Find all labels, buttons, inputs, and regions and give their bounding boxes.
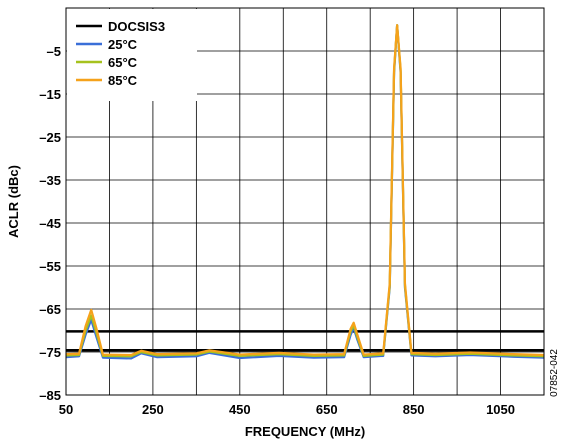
legend-label: DOCSIS3: [108, 19, 165, 34]
x-tick-labels: 50 250 450 650 850 1050: [59, 402, 515, 417]
y-tick-label: –55: [39, 259, 61, 274]
series-layer: [65, 24, 545, 360]
figure-id: 07852-042: [549, 349, 560, 397]
legend-label: 25°C: [108, 37, 138, 52]
x-axis-title: FREQUENCY (MHz): [245, 424, 365, 439]
y-tick-labels: –5 –15 –25 –35 –45 –55 –65 –75 –85: [39, 44, 61, 403]
y-tick-label: –85: [39, 388, 61, 403]
y-tick-label: –5: [47, 44, 61, 59]
y-tick-label: –75: [39, 345, 61, 360]
legend-background: [67, 9, 197, 101]
y-tick-label: –25: [39, 130, 61, 145]
series-line-85c: [65, 24, 545, 357]
y-tick-label: –15: [39, 87, 61, 102]
x-tick-label: 450: [229, 402, 251, 417]
x-tick-label: 850: [403, 402, 425, 417]
legend-label: 65°C: [108, 55, 138, 70]
plot-frame: [65, 7, 545, 396]
legend-label: 85°C: [108, 73, 138, 88]
legend: DOCSIS3 25°C 65°C 85°C: [67, 9, 197, 101]
x-tick-label: 1050: [486, 402, 515, 417]
y-axis-title: ACLR (dBc): [6, 165, 21, 238]
x-tick-label: 650: [316, 402, 338, 417]
y-tick-label: –35: [39, 173, 61, 188]
x-tick-label: 50: [59, 402, 73, 417]
y-tick-label: –45: [39, 216, 61, 231]
x-tick-label: 250: [142, 402, 164, 417]
y-tick-label: –65: [39, 302, 61, 317]
